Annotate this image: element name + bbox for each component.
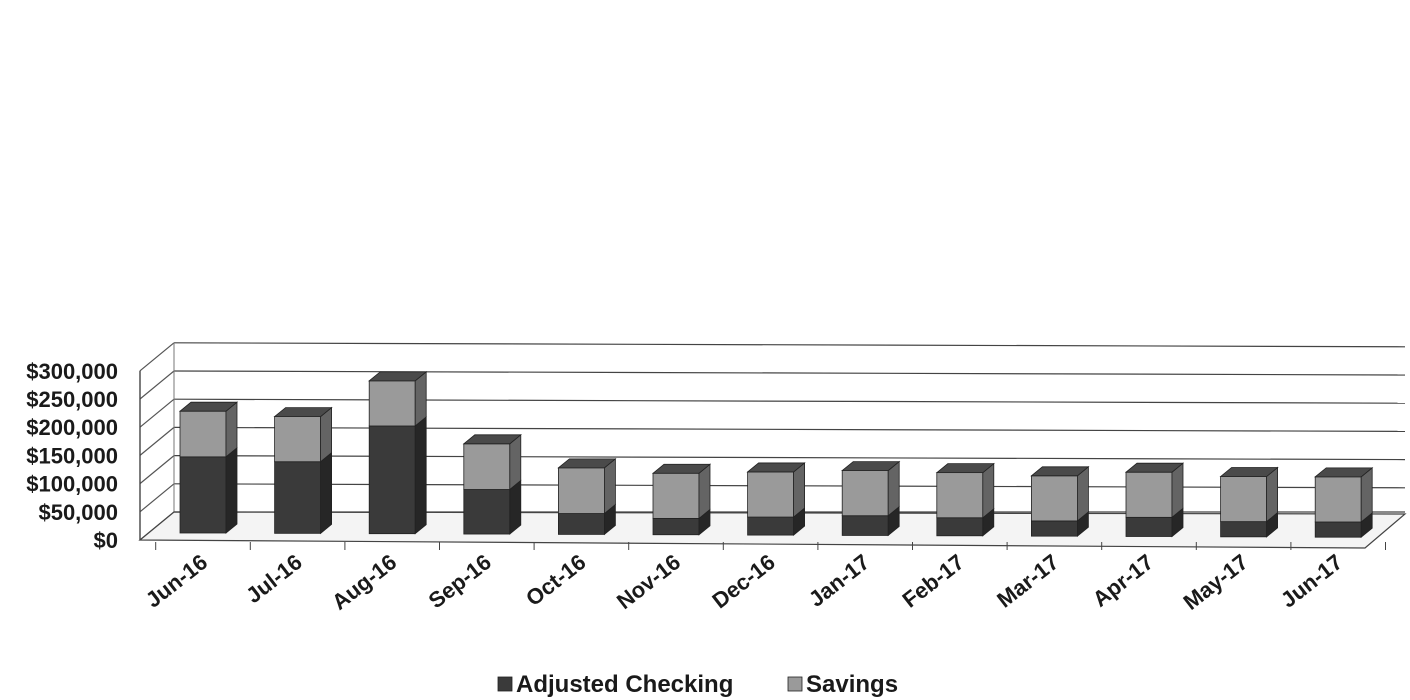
gridline: [173, 398, 1406, 404]
y-tick-label: $50,000: [38, 500, 118, 525]
y-tick-label: $150,000: [26, 443, 118, 468]
x-tick-label: Aug-16: [327, 549, 401, 615]
x-tick-label: Jun-16: [141, 549, 212, 612]
legend: Adjusted Checking Savings: [497, 671, 898, 698]
legend-label-savings: Savings: [806, 671, 898, 698]
bar-segment-savings: [557, 458, 617, 515]
y-tick-label: $0: [94, 528, 118, 553]
y-axis-ticks: $0 $50,000 $100,000 $150,000 $200,000 $2…: [26, 359, 118, 553]
bar-segment-savings: [273, 406, 333, 463]
x-tick-label: May-17: [1179, 549, 1253, 615]
x-tick-label: Mar-17: [992, 549, 1063, 612]
x-tick-label: Jan-17: [804, 549, 874, 612]
bar-segment-adjusted-checking: [274, 451, 333, 535]
bar-segment-adjusted-checking: [1314, 512, 1373, 539]
bar-segment-adjusted-checking: [558, 503, 616, 536]
gridline: [173, 455, 1406, 461]
bar-segment-savings: [1124, 462, 1185, 519]
gridline-side: [139, 426, 175, 456]
bar-segment-adjusted-checking: [652, 508, 711, 536]
bar-segment-savings: [935, 462, 995, 519]
x-tick-label: Jul-16: [241, 549, 307, 608]
bar-segment-savings: [462, 433, 522, 491]
gridline: [173, 342, 1406, 348]
y-tick-label: $100,000: [26, 472, 118, 497]
gridline-side: [139, 398, 175, 428]
bar-segment-savings: [1219, 466, 1279, 523]
gridline-side: [139, 483, 175, 513]
gridline-side: [139, 342, 175, 372]
bar-segment-savings: [841, 460, 901, 517]
legend-swatch-adjusted-checking: [497, 676, 513, 692]
x-tick-label: Apr-17: [1088, 549, 1158, 612]
bar-segment-savings: [1030, 465, 1090, 522]
x-tick-label: Sep-16: [424, 549, 496, 613]
x-tick-label: Jun-17: [1276, 549, 1347, 612]
y-tick-label: $300,000: [26, 359, 118, 384]
bar-segment-adjusted-checking: [936, 507, 995, 537]
x-tick-label: Oct-16: [521, 549, 590, 611]
gridline-side: [139, 370, 175, 400]
x-tick-label: Nov-16: [612, 549, 685, 614]
x-axis-ticks: Jun-16 Jul-16 Aug-16 Sep-16 Oct-16 Nov-1…: [141, 549, 1347, 615]
legend-label-adjusted-checking: Adjusted Checking: [516, 671, 733, 698]
bar-segment-savings: [178, 401, 239, 458]
y-tick-label: $200,000: [26, 415, 118, 440]
bars: [178, 371, 1374, 539]
bar-segment-savings: [1314, 467, 1374, 523]
gridline: [173, 370, 1406, 376]
bar-segment-savings: [368, 371, 428, 427]
bar-segment-adjusted-checking: [179, 447, 238, 534]
gridline-side: [139, 455, 175, 485]
bar-segment-savings: [651, 463, 712, 520]
bar-segment-adjusted-checking: [368, 416, 427, 535]
gridline: [173, 426, 1406, 432]
y-tick-label: $250,000: [26, 387, 118, 412]
x-tick-label: Feb-17: [898, 549, 969, 612]
bar-segment-savings: [746, 462, 806, 518]
x-tick-label: Dec-16: [707, 549, 779, 613]
bar-segment-adjusted-checking: [1220, 511, 1278, 538]
legend-swatch-savings: [787, 676, 803, 692]
bar-segment-adjusted-checking: [463, 479, 522, 535]
